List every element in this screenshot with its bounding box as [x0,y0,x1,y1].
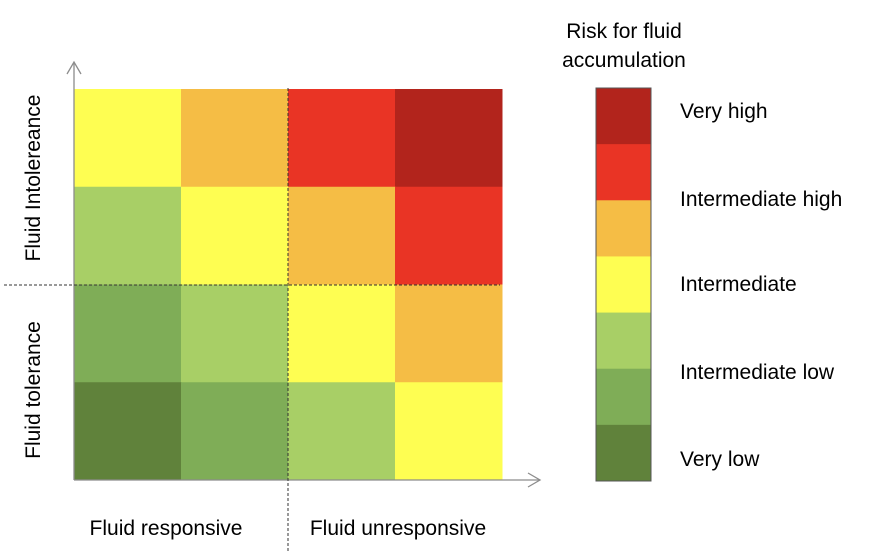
legend-swatch-6 [596,424,651,482]
grid-cell-r3-c0 [74,382,182,481]
legend-title-line-1: Risk for fluid [566,20,682,43]
grid-cell-r0-c1 [181,89,289,188]
x-axis-label-responsive: Fluid responsive [90,517,243,540]
grid-cell-r3-c1 [181,382,289,481]
grid-cell-r3-c2 [288,382,396,481]
x-axis-arrowhead [527,472,542,488]
legend-swatch-3 [596,256,651,314]
legend-swatch-1 [596,144,651,201]
legend-label-very-high: Very high [680,100,768,123]
axes [66,60,542,488]
legend-label-very-low: Very low [680,448,760,471]
y-axis-arrowhead [66,60,82,75]
grid-cell-r0-c0 [74,89,182,188]
grid-cell-r1-c0 [74,186,182,285]
legend-color-bar [596,88,651,482]
grid-cell-r2-c0 [74,284,182,383]
legend-bar-border [595,87,652,482]
grid-cell-r2-c3 [395,284,503,383]
risk-grid [74,89,503,481]
x-axis-label-unresponsive: Fluid unresponsive [310,517,486,540]
grid-cell-r3-c3 [395,382,503,481]
legend-swatch-0 [596,88,651,145]
legend: Risk for fluid accumulation Very high In… [562,20,842,482]
legend-label-intermediate: Intermediate [680,273,797,296]
grid-cell-r0-c3 [395,89,503,188]
legend-swatch-4 [596,312,651,370]
legend-label-intermediate-low: Intermediate low [680,361,835,384]
legend-title-line-2: accumulation [562,49,686,72]
grid-cell-r2-c1 [181,284,289,383]
legend-label-intermediate-high: Intermediate high [680,188,842,211]
y-axis-label-intolerance: Fluid Intolereance [22,95,45,262]
legend-swatch-5 [596,368,651,426]
legend-swatch-2 [596,200,651,257]
y-axis-label-tolerance: Fluid tolerance [22,321,45,459]
grid-cell-r1-c3 [395,186,503,285]
grid-cell-r2-c2 [288,284,396,383]
grid-cell-r0-c2 [288,89,396,188]
grid-cell-r1-c2 [288,186,396,285]
grid-cell-r1-c1 [181,186,289,285]
